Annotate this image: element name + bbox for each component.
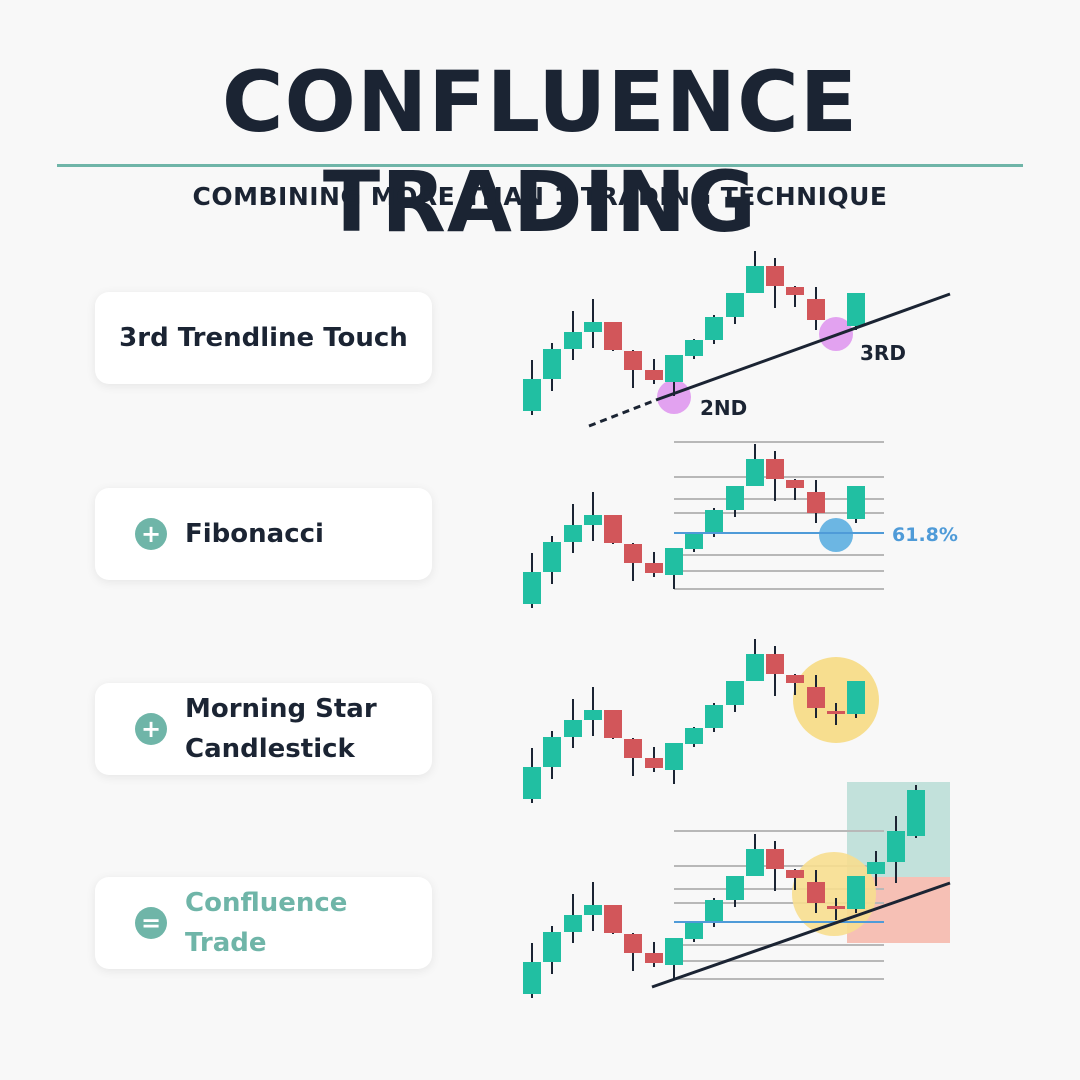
bearish-candle bbox=[645, 370, 663, 380]
bullish-candle bbox=[523, 379, 541, 411]
bearish-candle bbox=[827, 906, 845, 909]
trendline-extension bbox=[588, 398, 657, 428]
step-label-fibonacci: Fibonacci bbox=[185, 519, 324, 549]
bearish-candle bbox=[766, 266, 784, 286]
step-card-morning-star: + Morning Star Candlestick bbox=[95, 683, 432, 775]
bearish-candle bbox=[604, 515, 622, 543]
bullish-candle bbox=[847, 486, 865, 519]
bullish-candle bbox=[847, 876, 865, 909]
bearish-candle bbox=[604, 710, 622, 738]
bullish-candle bbox=[907, 790, 925, 836]
bullish-candle bbox=[543, 737, 561, 767]
bullish-candle bbox=[685, 340, 703, 356]
bullish-candle bbox=[726, 681, 744, 705]
bearish-candle bbox=[604, 905, 622, 933]
step-label-trendline: 3rd Trendline Touch bbox=[119, 323, 408, 353]
bullish-candle bbox=[543, 349, 561, 379]
plus-icon: + bbox=[135, 518, 167, 550]
third-touch-label: 3RD bbox=[860, 341, 906, 365]
step-card-trendline: 3rd Trendline Touch bbox=[95, 292, 432, 384]
bullish-candle bbox=[705, 510, 723, 533]
bullish-candle bbox=[726, 876, 744, 900]
bullish-candle bbox=[685, 923, 703, 939]
bearish-candle bbox=[786, 675, 804, 683]
bearish-candle bbox=[604, 322, 622, 350]
bullish-candle bbox=[847, 293, 865, 326]
second-touch-label: 2ND bbox=[700, 396, 747, 420]
trendline bbox=[655, 292, 951, 402]
bullish-candle bbox=[867, 862, 885, 874]
equals-icon: = bbox=[135, 907, 167, 939]
bearish-candle bbox=[786, 287, 804, 295]
bullish-candle bbox=[584, 515, 602, 525]
bullish-candle bbox=[564, 332, 582, 349]
bearish-candle bbox=[645, 758, 663, 768]
bearish-candle bbox=[827, 711, 845, 714]
second-touch-marker bbox=[657, 380, 691, 414]
bullish-candle bbox=[665, 548, 683, 575]
trendline bbox=[651, 881, 951, 989]
bearish-candle bbox=[786, 870, 804, 878]
bullish-candle bbox=[746, 266, 764, 293]
confluence-chart bbox=[523, 782, 951, 998]
step-card-fibonacci: + Fibonacci bbox=[95, 488, 432, 580]
title-divider bbox=[57, 164, 1023, 167]
bullish-candle bbox=[685, 533, 703, 549]
bullish-candle bbox=[543, 932, 561, 962]
bearish-candle bbox=[624, 739, 642, 758]
bullish-candle bbox=[523, 572, 541, 604]
bullish-candle bbox=[523, 962, 541, 994]
bullish-candle bbox=[584, 322, 602, 332]
trendline-chart: 2ND 3RD bbox=[523, 251, 951, 428]
fib-level-label: 61.8% bbox=[892, 524, 958, 546]
bullish-candle bbox=[705, 705, 723, 728]
fib-touch-marker bbox=[819, 518, 853, 552]
bullish-candle bbox=[665, 743, 683, 770]
bullish-candle bbox=[726, 293, 744, 317]
take-profit-zone bbox=[847, 782, 950, 877]
step-label-morning-star: Morning Star Candlestick bbox=[185, 694, 377, 764]
bearish-candle bbox=[766, 849, 784, 869]
bullish-candle bbox=[564, 915, 582, 932]
bullish-candle bbox=[705, 900, 723, 923]
bullish-candle bbox=[847, 681, 865, 714]
bearish-candle bbox=[807, 299, 825, 320]
bearish-candle bbox=[766, 459, 784, 479]
bearish-candle bbox=[766, 654, 784, 674]
bullish-candle bbox=[746, 654, 764, 681]
plus-icon: + bbox=[135, 713, 167, 745]
morning-star-highlight bbox=[793, 657, 879, 743]
page-subtitle: COMBINING MORE THAN 1 TRADING TECHNIQUE bbox=[192, 182, 888, 211]
bullish-candle bbox=[564, 525, 582, 542]
step-card-confluence-trade: = Confluence Trade bbox=[95, 877, 432, 969]
bearish-candle bbox=[624, 544, 642, 563]
bullish-candle bbox=[665, 355, 683, 382]
bullish-candle bbox=[726, 486, 744, 510]
bearish-candle bbox=[807, 882, 825, 903]
step-label-confluence-trade: Confluence Trade bbox=[185, 888, 348, 958]
bullish-candle bbox=[746, 849, 764, 876]
bearish-candle bbox=[786, 480, 804, 488]
bullish-candle bbox=[665, 938, 683, 965]
bearish-candle bbox=[807, 492, 825, 513]
bullish-candle bbox=[543, 542, 561, 572]
bearish-candle bbox=[645, 953, 663, 963]
bullish-candle bbox=[705, 317, 723, 340]
bearish-candle bbox=[807, 687, 825, 708]
bullish-candle bbox=[584, 710, 602, 720]
page-title: CONFLUENCE TRADING bbox=[221, 53, 859, 251]
bullish-candle bbox=[564, 720, 582, 737]
morning-star-chart bbox=[523, 639, 879, 803]
bearish-candle bbox=[624, 351, 642, 370]
bullish-candle bbox=[746, 459, 764, 486]
bullish-candle bbox=[584, 905, 602, 915]
fibonacci-chart: 61.8% bbox=[523, 441, 958, 608]
bearish-candle bbox=[645, 563, 663, 573]
bearish-candle bbox=[624, 934, 642, 953]
bullish-candle bbox=[523, 767, 541, 799]
bullish-candle bbox=[685, 728, 703, 744]
bullish-candle bbox=[887, 831, 905, 862]
